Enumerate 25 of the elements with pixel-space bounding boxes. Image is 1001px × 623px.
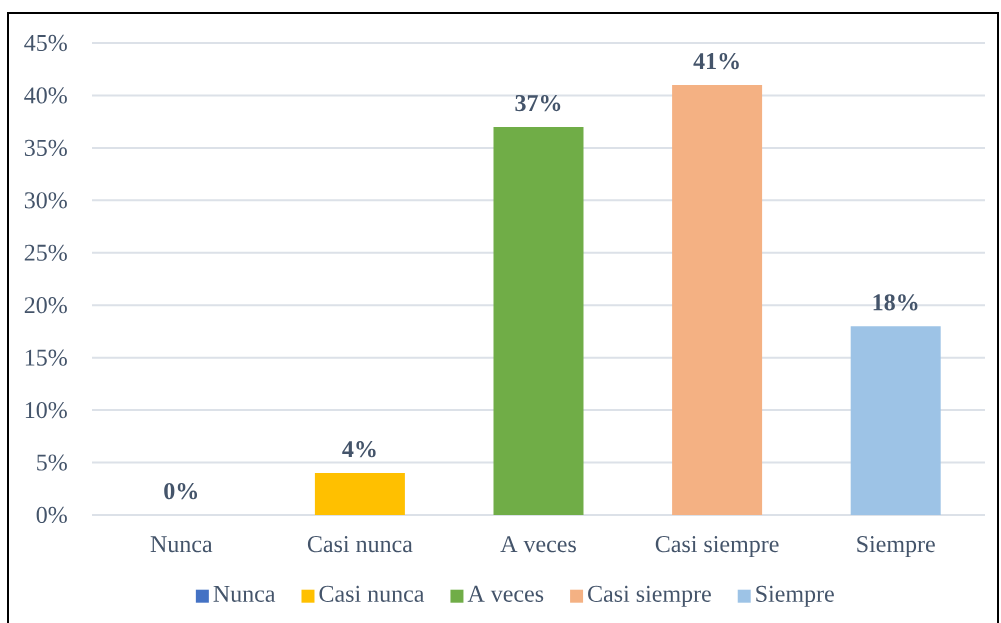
- legend-label: Casi siempre: [588, 585, 711, 607]
- x-tick-label: A veces: [500, 536, 576, 553]
- y-tick-label: 40%: [24, 87, 67, 104]
- y-tick-label: 35%: [24, 139, 67, 157]
- y-tick-label: 45%: [24, 34, 67, 52]
- x-tick-label: Casi nunca: [307, 536, 413, 553]
- legend-label: A veces: [467, 585, 544, 602]
- data-label: 0%: [164, 483, 198, 500]
- x-tick-label: Siempre: [857, 536, 935, 558]
- y-tick-label: 5%: [37, 454, 67, 471]
- y-tick-label: 0%: [36, 506, 67, 524]
- data-label: 18%: [873, 294, 918, 311]
- y-tick-label: 10%: [25, 401, 67, 419]
- data-label: 4%: [342, 441, 376, 458]
- y-tick-label: 20%: [24, 297, 67, 314]
- data-label: 37%: [515, 94, 561, 112]
- y-tick-label: 25%: [24, 244, 67, 261]
- y-tick-label: 30%: [24, 192, 67, 209]
- y-tick-label: 15%: [25, 349, 67, 366]
- legend-label: Siempre: [756, 585, 834, 607]
- legend-label: Nunca: [213, 585, 276, 602]
- x-tick-label: Casi siempre: [655, 536, 779, 558]
- x-tick-label: Nunca: [150, 536, 213, 553]
- legend-label: Casi nunca: [319, 585, 425, 602]
- data-label: 41%: [693, 52, 739, 70]
